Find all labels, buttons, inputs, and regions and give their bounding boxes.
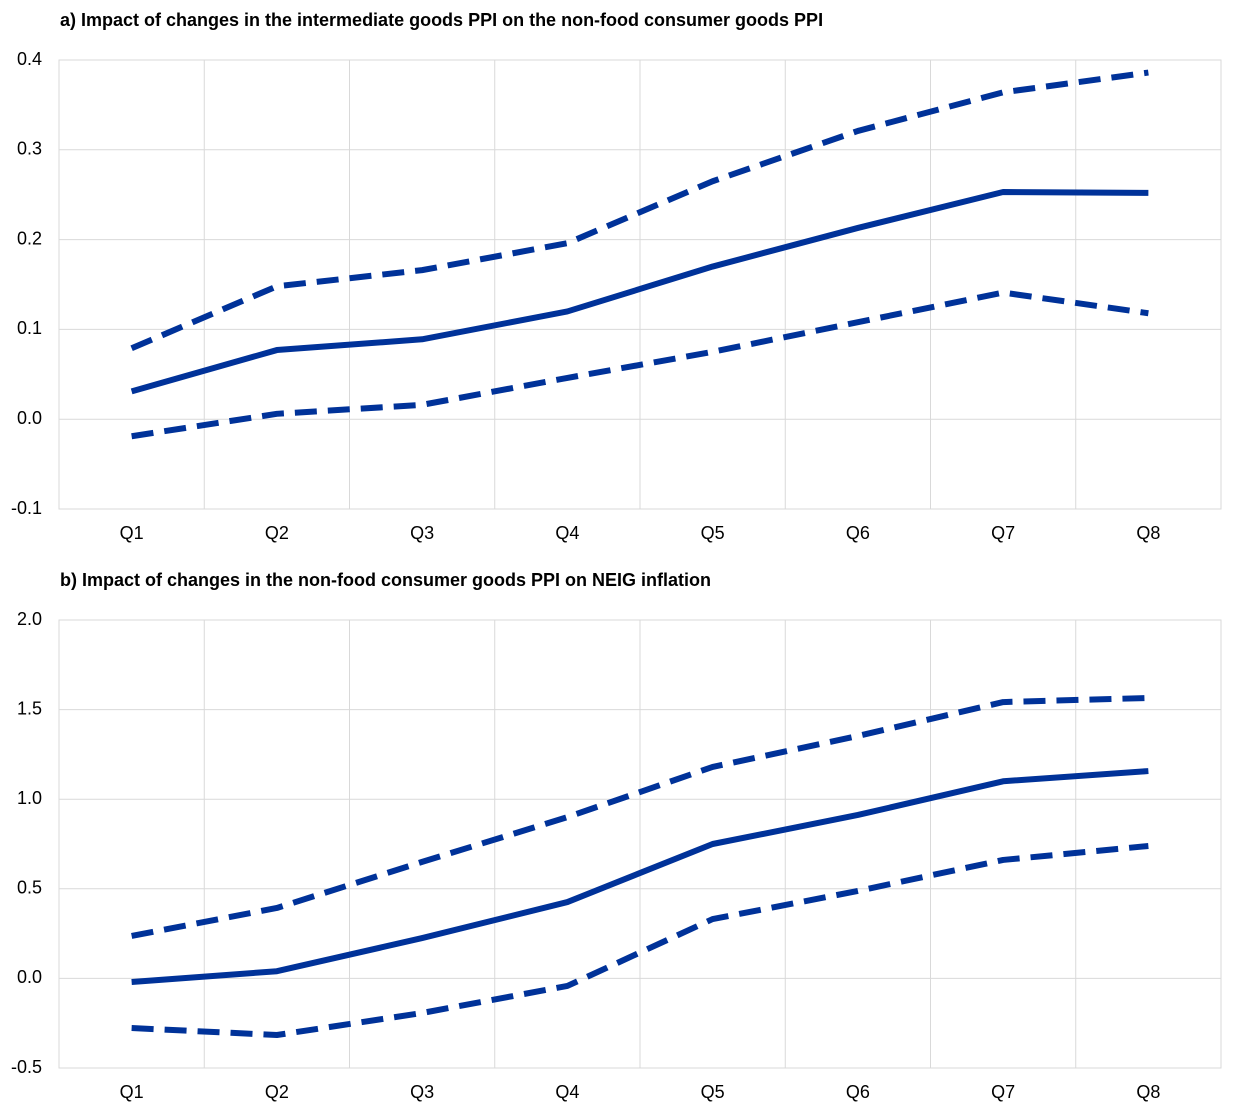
y-tick-label: 2.0 [17, 609, 42, 629]
y-tick-label: -0.1 [11, 498, 42, 518]
line [130, 189, 1149, 395]
chart-title: a) Impact of changes in the intermediate… [60, 10, 823, 30]
y-tick-label: 1.5 [17, 698, 42, 718]
y-tick-label: 0.5 [17, 878, 42, 898]
y-tick-label: 0.3 [17, 139, 42, 159]
y-tick-label: 0.2 [17, 228, 42, 248]
x-tick-label: Q1 [120, 1082, 144, 1102]
x-tick-label: Q3 [410, 1082, 434, 1102]
chart-title: b) Impact of changes in the non-food con… [60, 570, 711, 590]
x-tick-label: Q3 [410, 523, 434, 543]
y-tick-label: 1.0 [17, 788, 42, 808]
x-tick-label: Q2 [265, 523, 289, 543]
x-tick-label: Q6 [846, 523, 870, 543]
dashed-line [131, 842, 1149, 1039]
y-tick-label: 0.0 [17, 967, 42, 987]
dashed-line [130, 69, 1149, 352]
y-tick-label: -0.5 [11, 1057, 42, 1077]
y-tick-label: 0.0 [17, 408, 42, 428]
x-tick-label: Q6 [846, 1082, 870, 1102]
y-tick-label: 0.4 [17, 49, 42, 69]
line [131, 768, 1149, 985]
x-tick-label: Q1 [120, 523, 144, 543]
x-tick-label: Q7 [991, 523, 1015, 543]
x-tick-label: Q4 [555, 523, 579, 543]
x-tick-label: Q5 [701, 1082, 725, 1102]
dashed-line [131, 289, 1149, 440]
x-tick-label: Q8 [1136, 1082, 1160, 1102]
x-tick-label: Q8 [1136, 523, 1160, 543]
x-tick-label: Q4 [555, 1082, 579, 1102]
x-tick-label: Q5 [701, 523, 725, 543]
y-tick-label: 0.1 [17, 318, 42, 338]
x-tick-label: Q7 [991, 1082, 1015, 1102]
x-tick-label: Q2 [265, 1082, 289, 1102]
dashed-line [131, 694, 1149, 939]
